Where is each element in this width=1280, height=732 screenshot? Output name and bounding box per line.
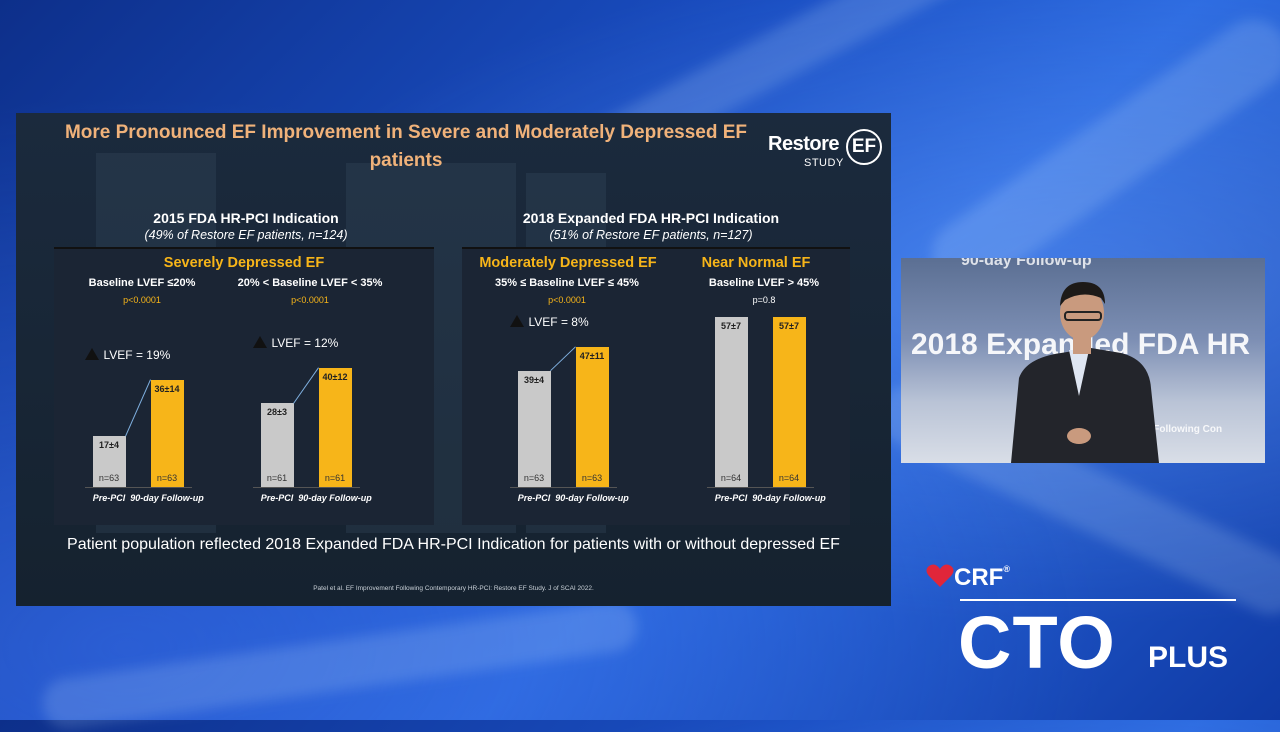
pre-bar: 39±4 n=63 bbox=[517, 370, 551, 487]
crf-reg: ® bbox=[1003, 564, 1010, 574]
pre-value-label: 17±4 bbox=[99, 440, 119, 451]
delta-text: LVEF = 12% bbox=[271, 335, 339, 350]
pre-value-label: 57±7 bbox=[721, 321, 741, 331]
pre-n-label: n=61 bbox=[266, 472, 288, 483]
delta-label: LVEF = 19% bbox=[84, 347, 171, 362]
post-value-label: 57±7 bbox=[779, 321, 799, 331]
delta-connector-line bbox=[293, 367, 319, 404]
delta-triangle-icon bbox=[252, 335, 267, 348]
group-right-subtitle: (51% of Restore EF patients, n=127) bbox=[549, 228, 753, 242]
logo-badge: EF bbox=[846, 129, 882, 165]
pre-value-label: 28±3 bbox=[267, 407, 287, 418]
delta-label: LVEF = 8% bbox=[509, 314, 589, 329]
presentation-slide: More Pronounced EF Improvement in Severe… bbox=[16, 113, 891, 606]
post-n-label: n=63 bbox=[156, 472, 178, 483]
post-value-label: 40±12 bbox=[322, 371, 348, 382]
slide-title: More Pronounced EF Improvement in Severe… bbox=[64, 122, 748, 171]
delta-text: LVEF = 19% bbox=[103, 347, 171, 362]
delta-text: LVEF = 8% bbox=[528, 314, 589, 329]
baseline-label: Baseline LVEF ≤20% bbox=[88, 277, 196, 289]
post-n-label: n=63 bbox=[581, 472, 603, 483]
pre-n-label: n=63 bbox=[523, 472, 545, 483]
slide-citation: Patel et al. EF Improvement Following Co… bbox=[313, 585, 594, 592]
delta-label: LVEF = 12% bbox=[252, 335, 339, 350]
chart-axis-line bbox=[252, 487, 360, 488]
pre-bar: 28±3 n=61 bbox=[260, 403, 294, 487]
p-value: p<0.0001 bbox=[548, 295, 586, 305]
speaker-figure bbox=[1011, 282, 1159, 463]
post-bar: 40±12 n=61 bbox=[318, 367, 352, 487]
pre-value-label: 39±4 bbox=[524, 374, 544, 385]
panel-title-severe: Severely Depressed EF bbox=[163, 255, 325, 271]
post-n-label: n=64 bbox=[778, 473, 800, 483]
restore-ef-logo: Restore EF STUDY bbox=[768, 127, 888, 177]
chart-axis-line bbox=[706, 487, 814, 488]
delta-connector-line bbox=[125, 379, 151, 437]
p-value: p=0.8 bbox=[752, 295, 776, 305]
pre-n-label: n=63 bbox=[98, 472, 120, 483]
delta-triangle-icon bbox=[84, 347, 99, 360]
video-screen-bottom-text: ement Following Con bbox=[1121, 424, 1223, 435]
brand-divider bbox=[960, 599, 1236, 601]
pre-bar: 17±4 n=63 bbox=[92, 436, 126, 487]
plus-text: PLUS bbox=[1148, 641, 1229, 674]
p-value: p<0.0001 bbox=[291, 295, 329, 305]
speaker-video: 90-day Follow-up 2018 Expanded FDA HR em… bbox=[901, 258, 1265, 463]
post-bar: 47±11 n=63 bbox=[575, 346, 609, 487]
panel-title-normal: Near Normal EF bbox=[701, 255, 811, 271]
logo-sub: STUDY bbox=[804, 157, 844, 169]
post-bar: 57±7 n=64 bbox=[772, 317, 806, 487]
pre-x-label: Pre-PCI bbox=[260, 493, 294, 503]
video-screen-top-text: 90-day Follow-up bbox=[961, 258, 1092, 269]
pre-bar: 57±7 n=64 bbox=[714, 317, 748, 487]
baseline-label: Baseline LVEF > 45% bbox=[708, 277, 820, 289]
post-value-label: 47±11 bbox=[579, 350, 605, 361]
post-x-label: 90-day Follow-up bbox=[752, 493, 826, 503]
crf-logo: CRF® bbox=[926, 564, 1010, 592]
logo-word: Restore bbox=[768, 133, 839, 155]
crf-text: CRF bbox=[954, 564, 1004, 591]
group-left-title: 2015 FDA HR-PCI Indication bbox=[153, 210, 339, 226]
chart-axis-line bbox=[84, 487, 192, 488]
delta-connector-line bbox=[550, 346, 576, 372]
cto-text: CTO bbox=[958, 601, 1116, 684]
post-value-label: 36±14 bbox=[154, 383, 180, 394]
chart-axis-line bbox=[509, 487, 617, 488]
group-right-title: 2018 Expanded FDA HR-PCI Indication bbox=[522, 210, 780, 226]
post-bar: 36±14 n=63 bbox=[150, 379, 184, 487]
p-value: p<0.0001 bbox=[123, 295, 161, 305]
panel-title-moderate: Moderately Depressed EF bbox=[479, 255, 657, 271]
post-x-label: 90-day Follow-up bbox=[298, 493, 372, 503]
delta-triangle-icon bbox=[509, 314, 524, 327]
post-x-label: 90-day Follow-up bbox=[555, 493, 629, 503]
baseline-label: 35% ≤ Baseline LVEF ≤ 45% bbox=[495, 277, 639, 289]
baseline-label: 20% < Baseline LVEF < 35% bbox=[237, 277, 383, 289]
group-left-subtitle: (49% of Restore EF patients, n=124) bbox=[144, 228, 348, 242]
post-n-label: n=61 bbox=[324, 472, 346, 483]
heart-icon bbox=[926, 564, 954, 587]
pre-x-label: Pre-PCI bbox=[714, 493, 748, 503]
post-x-label: 90-day Follow-up bbox=[130, 493, 204, 503]
slide-footnote: Patient population reflected 2018 Expand… bbox=[67, 536, 840, 553]
pre-n-label: n=64 bbox=[720, 473, 742, 483]
pre-x-label: Pre-PCI bbox=[92, 493, 126, 503]
pre-x-label: Pre-PCI bbox=[517, 493, 551, 503]
